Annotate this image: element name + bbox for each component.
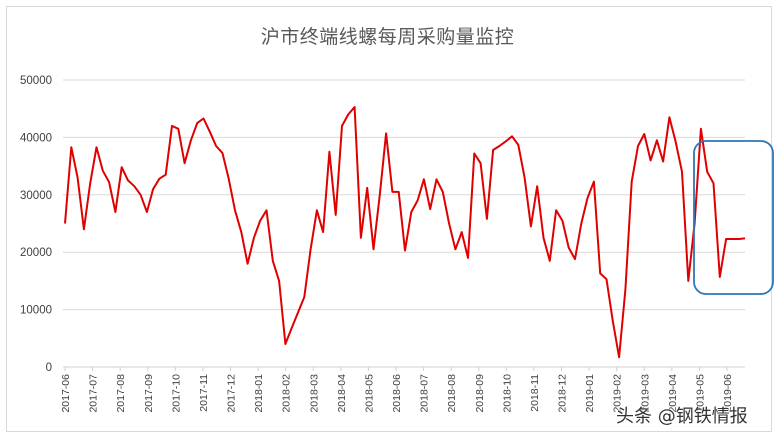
x-axis-ticks: 2017-06 2017-07 2017-08 2017-09 2017-10 2017-…	[60, 367, 734, 413]
y-tick-label: 50000	[20, 75, 52, 87]
x-tick-label: 2018-06	[391, 374, 403, 413]
x-tick-label: 2019-05	[694, 374, 706, 413]
x-tick-label: 2017-09	[143, 374, 155, 413]
watermark: 头条 @钢铁情报	[616, 406, 748, 427]
x-tick-label: 2018-09	[474, 374, 486, 413]
y-tick-label: 30000	[20, 190, 52, 202]
y-tick-label: 0	[46, 362, 52, 374]
y-tick-label: 40000	[20, 132, 52, 144]
y-axis-ticks: 0 10000 20000 30000 40000 50000	[20, 75, 52, 374]
x-tick-label: 2019-01	[584, 374, 596, 413]
x-tick-label: 2019-03	[639, 374, 651, 413]
data-line	[64, 106, 746, 359]
x-tick-label: 2019-06	[722, 374, 734, 413]
x-tick-label: 2018-12	[557, 374, 569, 413]
x-tick-label: 2018-08	[446, 374, 458, 413]
x-tick-label: 2017-12	[226, 374, 238, 413]
x-tick-label: 2018-02	[281, 374, 293, 413]
x-tick-label: 2018-10	[501, 374, 513, 413]
x-tick-label: 2017-10	[170, 374, 182, 413]
x-tick-label: 2018-11	[529, 374, 541, 412]
x-tick-label: 2017-07	[88, 374, 100, 413]
x-tick-label: 2018-05	[363, 374, 375, 413]
x-tick-label: 2018-01	[253, 374, 265, 413]
x-tick-label: 2018-03	[308, 374, 320, 413]
chart-frame	[6, 6, 772, 432]
x-tick-label: 2017-06	[60, 374, 72, 413]
highlight-box	[693, 140, 774, 295]
x-tick-label: 2017-11	[198, 374, 210, 412]
chart-title: 沪市终端线螺每周采购量监控	[260, 26, 515, 48]
gridlines	[63, 79, 745, 368]
x-tick-label: 2019-02	[612, 374, 624, 413]
y-tick-label: 10000	[20, 305, 52, 317]
x-tick-label: 2018-04	[336, 374, 348, 413]
y-tick-label: 20000	[20, 247, 52, 259]
x-tick-label: 2017-08	[115, 374, 127, 413]
x-tick-label: 2018-07	[419, 374, 431, 413]
x-tick-label: 2019-04	[667, 374, 679, 413]
